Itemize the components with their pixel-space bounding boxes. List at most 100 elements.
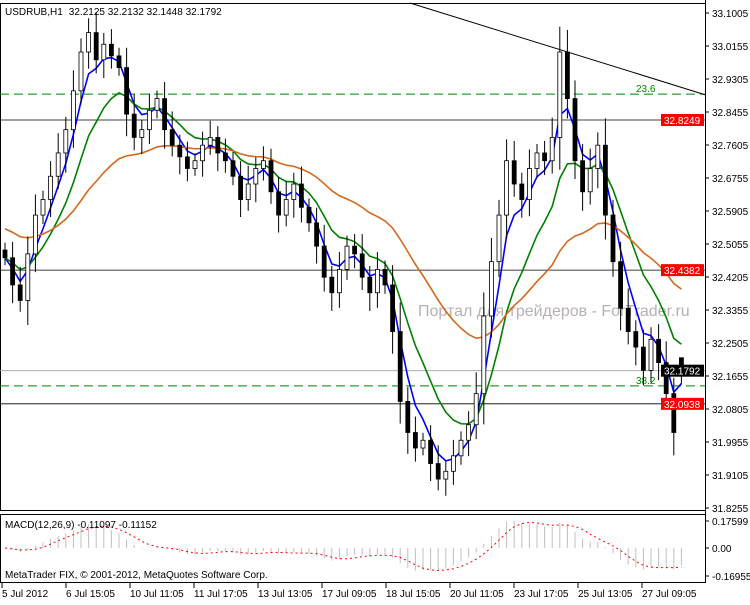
- candle-body: [321, 245, 327, 278]
- candle-body: [131, 113, 137, 138]
- candle-body: [268, 160, 274, 193]
- candle-body: [458, 439, 464, 457]
- candle-body: [519, 183, 525, 200]
- candle-body: [595, 144, 601, 169]
- macd-tick-label: 0.00: [712, 544, 732, 555]
- candle-body: [603, 144, 608, 216]
- time-tick-label: 10 Jul 11:05: [130, 589, 184, 600]
- candle-body: [314, 222, 320, 247]
- candle-body: [48, 175, 53, 200]
- price-tick-label: 31.9105: [712, 471, 749, 482]
- candle-body: [116, 55, 122, 68]
- candle-body: [618, 261, 623, 309]
- time-tick-label: 23 Jul 17:05: [514, 589, 569, 600]
- copyright: MetaTrader FIX, © 2001-2012, MetaQuotes …: [5, 570, 268, 581]
- candle-body: [230, 160, 236, 177]
- candle-body: [466, 424, 472, 441]
- price-tick-label: 31.9955: [712, 438, 749, 449]
- price-level-tag: [661, 264, 704, 277]
- candle-body: [481, 315, 487, 395]
- candle-body: [633, 331, 639, 348]
- macd-label: MACD(12,26,9) -0.11097 -0.11152: [5, 520, 157, 531]
- candle-body: [78, 51, 84, 92]
- candle-body: [162, 98, 168, 131]
- moving-average-line: [4, 91, 682, 425]
- moving-average-line: [4, 144, 682, 340]
- candle-body: [420, 439, 426, 449]
- candle-body: [663, 362, 669, 395]
- candle-body: [169, 129, 175, 146]
- candle-body: [86, 32, 91, 53]
- candle-body: [382, 269, 388, 286]
- candle-body: [580, 160, 585, 193]
- price-level-label: 32.4382: [664, 266, 701, 277]
- candle-body: [2, 249, 8, 259]
- price-tick-label: 32.9305: [712, 75, 749, 86]
- watermark: Портал для трейдеров - ForTrader.ru: [418, 303, 690, 320]
- time-tick-label: 20 Jul 11:05: [450, 589, 504, 600]
- price-level-tag: [661, 397, 704, 410]
- price-tick-label: 32.4205: [712, 273, 749, 284]
- candle-body: [109, 43, 114, 57]
- fibo-level-label: 38.2: [636, 376, 656, 387]
- candle-body: [572, 98, 578, 162]
- time-tick-label: 17 Jul 09:05: [322, 589, 377, 600]
- candle-body: [534, 152, 540, 169]
- price-tick-label: 32.6755: [712, 174, 749, 185]
- chart-header: USDRUB,H1 32.2125 32.2132 32.1448 32.1792: [5, 7, 222, 18]
- candle-body: [207, 137, 213, 146]
- candle-body: [55, 152, 61, 177]
- candle-body: [40, 199, 46, 216]
- candle-body: [184, 156, 190, 169]
- price-tick-label: 33.0155: [712, 42, 749, 53]
- candle-body: [124, 67, 129, 115]
- candle-body: [336, 269, 342, 294]
- candle-body: [192, 160, 198, 169]
- macd-tick-label: 0.17599: [712, 517, 749, 528]
- candle-body: [146, 109, 152, 131]
- candle-body: [504, 160, 510, 216]
- candle-body: [93, 32, 99, 61]
- candle-body: [488, 261, 494, 317]
- time-tick-label: 25 Jul 13:05: [578, 589, 633, 600]
- candle-body: [25, 253, 31, 301]
- price-level-label: 32.0938: [664, 400, 701, 411]
- candle-body: [428, 439, 434, 464]
- candle-body: [63, 129, 69, 154]
- candle-body: [222, 152, 228, 162]
- candle-body: [177, 144, 183, 158]
- candle-body: [283, 199, 289, 216]
- candle-body: [542, 152, 547, 162]
- time-tick-label: 27 Jul 09:05: [642, 589, 697, 600]
- candle-body: [397, 331, 403, 402]
- candle-body: [587, 168, 593, 193]
- macd-tick-label: -0.16955: [712, 572, 750, 583]
- candle-body: [298, 183, 304, 208]
- candle-body: [435, 463, 441, 480]
- price-level-tag: [661, 113, 704, 126]
- candle-body: [412, 432, 418, 449]
- candle-body: [17, 284, 23, 301]
- candle-body: [33, 214, 38, 255]
- candle-body: [154, 98, 160, 111]
- candle-body: [71, 90, 76, 131]
- price-tick-label: 32.5905: [712, 207, 749, 218]
- candle-body: [139, 129, 145, 138]
- time-tick-label: 11 Jul 17:05: [194, 589, 248, 600]
- candle-body: [625, 307, 631, 332]
- candle-body: [359, 253, 365, 278]
- candle-body: [671, 393, 677, 433]
- macd-panel-border: [0, 514, 706, 583]
- trendline: [409, 2, 706, 96]
- time-tick-label: 6 Jul 15:05: [66, 589, 115, 600]
- candle-body: [215, 137, 221, 154]
- price-tick-label: 32.7605: [712, 141, 749, 152]
- candle-body: [557, 51, 563, 138]
- price-tick-label: 31.8255: [712, 504, 749, 515]
- candle-body: [450, 455, 456, 472]
- time-tick-label: 18 Jul 15:05: [386, 589, 441, 600]
- candle-body: [10, 257, 16, 286]
- time-tick-label: 5 Jul 2012: [2, 589, 49, 600]
- candle-body: [641, 346, 646, 371]
